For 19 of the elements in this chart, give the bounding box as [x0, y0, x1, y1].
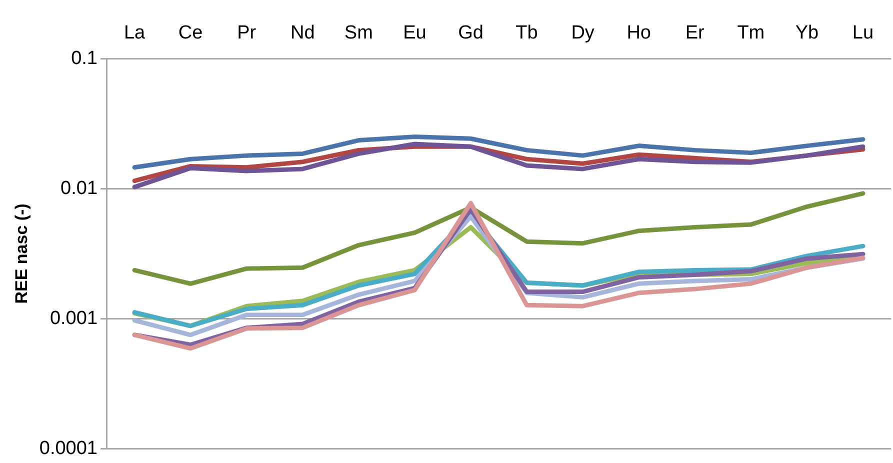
- y-tick-label: 0.0001: [39, 438, 98, 459]
- x-tick-label: Ce: [178, 22, 203, 44]
- x-tick-label: Er: [685, 22, 706, 44]
- x-tick-label: Yb: [795, 22, 819, 44]
- x-tick-label: Sm: [344, 22, 373, 44]
- x-tick-label: Dy: [571, 22, 595, 44]
- x-tick-label: Eu: [403, 22, 426, 44]
- x-tick-label: Gd: [458, 22, 484, 44]
- y-tick-label: 0.001: [50, 308, 98, 329]
- x-tick-label: Nd: [290, 22, 315, 44]
- x-tick-label: La: [124, 22, 146, 44]
- x-tick-label: Tm: [737, 22, 765, 44]
- y-tick-label: 0.01: [60, 178, 98, 199]
- x-tick-label: Lu: [852, 22, 874, 44]
- x-tick-label: Tb: [516, 22, 538, 44]
- y-tick-label: 0.1: [71, 48, 98, 70]
- y-axis-title: REE nasc (-): [12, 204, 31, 304]
- x-tick-label: Ho: [626, 22, 651, 44]
- x-tick-label: Pr: [237, 22, 257, 44]
